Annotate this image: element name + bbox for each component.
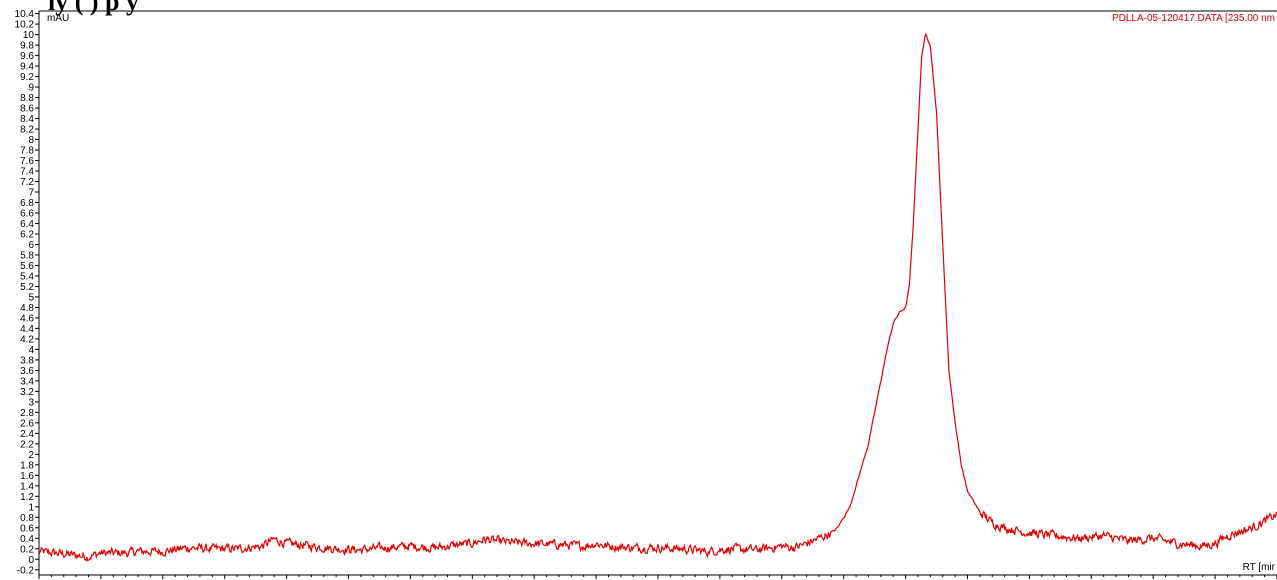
- y-tick-label: 2: [28, 450, 34, 461]
- y-tick-label: 1.8: [20, 460, 34, 471]
- y-tick-label: 0.2: [20, 544, 34, 555]
- y-tick-label: 1.6: [20, 471, 34, 482]
- y-tick-label: 9.8: [20, 41, 34, 52]
- y-tick-label: 3.2: [20, 387, 34, 398]
- y-tick-label: 0.8: [20, 513, 34, 524]
- y-tick-label: -0.2: [17, 565, 35, 576]
- y-tick-label: 1.4: [20, 481, 34, 492]
- y-tick-label: 10.4: [15, 9, 35, 20]
- y-tick-label: 8.2: [20, 125, 34, 136]
- y-tick-label: 4.8: [20, 303, 34, 314]
- y-tick-label: 8.6: [20, 104, 34, 115]
- y-axis-unit-label: mAU: [47, 13, 69, 24]
- y-tick-label: 3: [28, 397, 34, 408]
- y-tick-label: 6.4: [20, 219, 34, 230]
- y-tick-label: 4.4: [20, 324, 34, 335]
- page-header-text: ly ( ) p y: [48, 0, 139, 16]
- y-tick-label: 2.4: [20, 429, 34, 440]
- chromatogram-trace: [38, 32, 1277, 563]
- y-tick-label: 2.8: [20, 408, 34, 419]
- y-tick-label: 6.6: [20, 208, 34, 219]
- y-axis-ticks: -0.200.20.40.60.811.21.41.61.822.22.42.6…: [15, 9, 39, 576]
- y-tick-label: 5.8: [20, 250, 34, 261]
- y-tick-label: 9.6: [20, 51, 34, 62]
- y-tick-label: 3.6: [20, 366, 34, 377]
- y-tick-label: 10: [23, 30, 35, 41]
- y-tick-label: 2.2: [20, 439, 34, 450]
- x-axis-ticks: [38, 575, 1277, 579]
- y-tick-label: 7: [28, 188, 34, 199]
- y-tick-label: 5.6: [20, 261, 34, 272]
- y-tick-label: 7.8: [20, 146, 34, 157]
- y-tick-label: 10.2: [15, 20, 35, 31]
- y-tick-label: 7.4: [20, 167, 34, 178]
- y-tick-label: 2.6: [20, 418, 34, 429]
- y-tick-label: 1.2: [20, 492, 34, 503]
- y-tick-label: 3.8: [20, 355, 34, 366]
- y-tick-label: 3.4: [20, 376, 34, 387]
- y-tick-label: 8: [28, 135, 34, 146]
- y-tick-label: 8.4: [20, 114, 34, 125]
- y-tick-label: 0: [28, 555, 34, 566]
- y-tick-label: 7.2: [20, 177, 34, 188]
- y-tick-label: 1: [28, 502, 34, 513]
- y-tick-label: 4: [28, 345, 34, 356]
- y-tick-label: 6.8: [20, 198, 34, 209]
- y-tick-label: 6.2: [20, 229, 34, 240]
- y-tick-label: 7.6: [20, 156, 34, 167]
- y-tick-label: 4.2: [20, 334, 34, 345]
- y-tick-label: 8.8: [20, 93, 34, 104]
- legend-entry: PDLLA-05-120417.DATA [235.00 nm: [1112, 13, 1275, 24]
- y-tick-label: 5: [28, 292, 34, 303]
- y-tick-label: 9.2: [20, 72, 34, 83]
- x-axis-unit-label: RT [mir: [1243, 562, 1276, 573]
- y-tick-label: 9.4: [20, 62, 34, 73]
- y-tick-label: 9: [28, 83, 34, 94]
- y-tick-label: 5.2: [20, 282, 34, 293]
- y-tick-label: 6: [28, 240, 34, 251]
- y-tick-label: 0.6: [20, 523, 34, 534]
- y-tick-label: 5.4: [20, 271, 34, 282]
- y-tick-label: 4.6: [20, 313, 34, 324]
- y-tick-label: 0.4: [20, 534, 34, 545]
